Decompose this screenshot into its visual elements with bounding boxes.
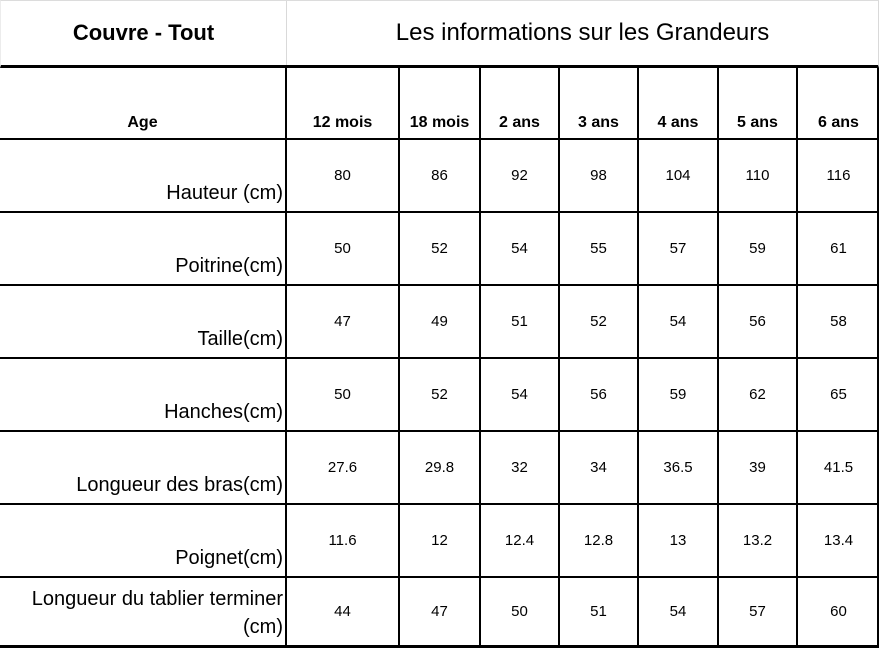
table-cell: 86 — [398, 140, 479, 211]
table-cell: 49 — [398, 286, 479, 357]
table-body: Hauteur (cm) 80 86 92 98 104 110 116 Poi… — [0, 140, 879, 648]
table-cell: 57 — [717, 578, 796, 645]
table-cell: 29.8 — [398, 432, 479, 503]
table-row: Poitrine(cm) 50 52 54 55 57 59 61 — [0, 213, 879, 286]
table-cell: 52 — [558, 286, 637, 357]
table-cell: 57 — [637, 213, 717, 284]
table-row: Hanches(cm) 50 52 54 56 59 62 65 — [0, 359, 879, 432]
table-cell: 47 — [398, 578, 479, 645]
row-label: Taille(cm) — [197, 328, 283, 350]
table-row: Taille(cm) 47 49 51 52 54 56 58 — [0, 286, 879, 359]
table-cell: 54 — [637, 578, 717, 645]
table-cell: 51 — [479, 286, 558, 357]
table-cell: 11.6 — [285, 505, 398, 576]
table-cell: 13.2 — [717, 505, 796, 576]
table-cell: 27.6 — [285, 432, 398, 503]
column-header-age: Age — [127, 114, 158, 131]
product-title: Couvre - Tout — [72, 20, 215, 45]
table-cell: 13.4 — [796, 505, 879, 576]
row-label: Longueur des bras(cm) — [76, 474, 283, 496]
table-cell: 50 — [285, 213, 398, 284]
table-cell: 34 — [558, 432, 637, 503]
row-label: Poignet(cm) — [175, 547, 283, 569]
table-cell: 58 — [796, 286, 879, 357]
table-cell: 12.4 — [479, 505, 558, 576]
table-cell: 52 — [398, 213, 479, 284]
table-cell: 54 — [479, 359, 558, 430]
table-cell: 65 — [796, 359, 879, 430]
table-cell: 36.5 — [637, 432, 717, 503]
table-cell: 80 — [285, 140, 398, 211]
table-cell: 60 — [796, 578, 879, 645]
table-cell: 110 — [717, 140, 796, 211]
column-header-5-ans: 5 ans — [717, 68, 796, 138]
column-header-12-mois: 12 mois — [285, 68, 398, 138]
table-cell: 51 — [558, 578, 637, 645]
row-label: Hauteur (cm) — [166, 182, 283, 204]
table-cell: 92 — [479, 140, 558, 211]
table-cell: 59 — [717, 213, 796, 284]
table-row: Longueur du tablier terminer (cm) 44 47 … — [0, 578, 879, 648]
table-cell: 13 — [637, 505, 717, 576]
column-header-3-ans: 3 ans — [558, 68, 637, 138]
size-info-title: Les informations sur les Grandeurs — [286, 1, 878, 65]
row-label: Poitrine(cm) — [175, 255, 283, 277]
title-row: Couvre - Tout Les informations sur les G… — [0, 0, 879, 68]
table-cell: 61 — [796, 213, 879, 284]
table-cell: 55 — [558, 213, 637, 284]
table-cell: 59 — [637, 359, 717, 430]
table-cell: 62 — [717, 359, 796, 430]
column-header-4-ans: 4 ans — [637, 68, 717, 138]
table-row: Hauteur (cm) 80 86 92 98 104 110 116 — [0, 140, 879, 213]
column-header-2-ans: 2 ans — [479, 68, 558, 138]
column-header-18-mois: 18 mois — [398, 68, 479, 138]
column-header-6-ans: 6 ans — [796, 68, 879, 138]
table-cell: 47 — [285, 286, 398, 357]
table-cell: 39 — [717, 432, 796, 503]
table-cell: 116 — [796, 140, 879, 211]
table-cell: 50 — [479, 578, 558, 645]
table-cell: 32 — [479, 432, 558, 503]
table-cell: 54 — [637, 286, 717, 357]
table-header-row: Age 12 mois 18 mois 2 ans 3 ans 4 ans 5 … — [0, 68, 879, 140]
table-cell: 12.8 — [558, 505, 637, 576]
row-label: Hanches(cm) — [164, 401, 283, 423]
table-cell: 41.5 — [796, 432, 879, 503]
table-cell: 104 — [637, 140, 717, 211]
table-row: Longueur des bras(cm) 27.6 29.8 32 34 36… — [0, 432, 879, 505]
table-cell: 12 — [398, 505, 479, 576]
table-cell: 54 — [479, 213, 558, 284]
table-cell: 50 — [285, 359, 398, 430]
row-label: Longueur du tablier terminer (cm) — [31, 588, 283, 638]
table-cell: 44 — [285, 578, 398, 645]
table-cell: 56 — [558, 359, 637, 430]
table-cell: 98 — [558, 140, 637, 211]
table-cell: 52 — [398, 359, 479, 430]
table-cell: 56 — [717, 286, 796, 357]
table-row: Poignet(cm) 11.6 12 12.4 12.8 13 13.2 13… — [0, 505, 879, 578]
